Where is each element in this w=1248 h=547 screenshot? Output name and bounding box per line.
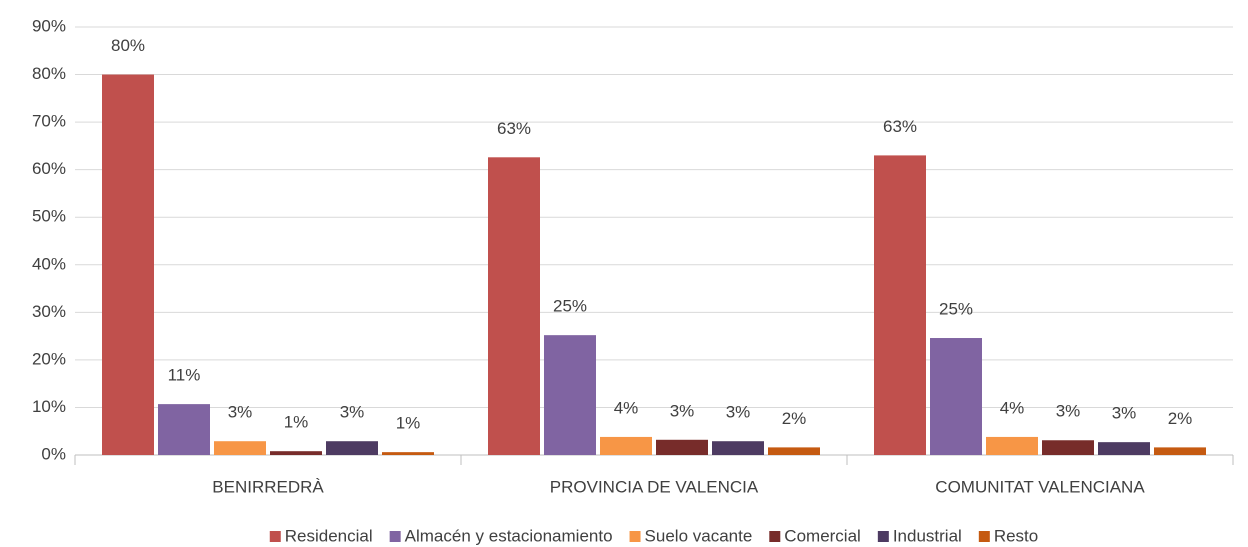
legend-label: Almacén y estacionamiento — [405, 526, 613, 545]
bar — [600, 436, 652, 455]
data-label: 25% — [553, 297, 587, 316]
bar — [158, 404, 210, 455]
y-tick-label: 0% — [41, 444, 66, 463]
bar — [1042, 440, 1094, 455]
data-label: 4% — [614, 398, 639, 417]
y-tick-label: 80% — [32, 64, 66, 83]
bar — [768, 447, 820, 455]
data-label: 25% — [939, 299, 973, 318]
data-label: 4% — [1000, 398, 1025, 417]
legend-swatch — [978, 531, 990, 542]
bar — [544, 335, 596, 455]
x-tick-label: COMUNITAT VALENCIANA — [935, 477, 1145, 496]
x-tick-label: PROVINCIA DE VALENCIA — [550, 477, 759, 496]
legend-label: Resto — [994, 526, 1038, 545]
legend-swatch — [769, 531, 781, 542]
data-label: 2% — [782, 409, 807, 428]
legend-swatch — [629, 531, 641, 542]
data-label: 3% — [340, 403, 365, 422]
legend-swatch — [389, 531, 401, 542]
y-tick-label: 10% — [32, 397, 66, 416]
bar — [102, 74, 154, 456]
data-label: 3% — [228, 403, 253, 422]
data-label: 2% — [1168, 409, 1193, 428]
data-label: 63% — [883, 117, 917, 136]
data-label: 3% — [1056, 402, 1081, 421]
bar — [326, 441, 378, 455]
bar — [488, 157, 540, 455]
bar — [382, 452, 434, 455]
data-label: 80% — [111, 36, 145, 55]
data-label: 3% — [1112, 404, 1137, 423]
data-label: 11% — [168, 366, 201, 385]
y-tick-label: 90% — [32, 16, 66, 35]
bar — [270, 451, 322, 455]
y-tick-label: 60% — [32, 159, 66, 178]
y-tick-label: 30% — [32, 302, 66, 321]
y-tick-label: 50% — [32, 207, 66, 226]
legend-label: Comercial — [784, 526, 861, 545]
data-label: 1% — [284, 413, 309, 432]
data-label: 63% — [497, 119, 531, 138]
bar — [1154, 447, 1206, 455]
data-label: 3% — [726, 403, 751, 422]
bar — [986, 436, 1038, 455]
y-tick-label: 20% — [32, 349, 66, 368]
legend-swatch — [269, 531, 281, 542]
legend-label: Industrial — [893, 526, 962, 545]
y-tick-label: 70% — [32, 112, 66, 131]
bar — [930, 338, 982, 455]
legend-swatch — [877, 531, 889, 542]
data-label: 3% — [670, 401, 695, 420]
bar — [712, 441, 764, 455]
bar — [214, 441, 266, 455]
legend-label: Suelo vacante — [645, 526, 753, 545]
bar — [1098, 442, 1150, 455]
y-tick-label: 40% — [32, 254, 66, 273]
x-tick-label: BENIRREDRÀ — [212, 477, 324, 496]
bar — [656, 439, 708, 455]
legend-label: Residencial — [285, 526, 373, 545]
data-label: 1% — [396, 414, 421, 433]
bar — [874, 155, 926, 455]
